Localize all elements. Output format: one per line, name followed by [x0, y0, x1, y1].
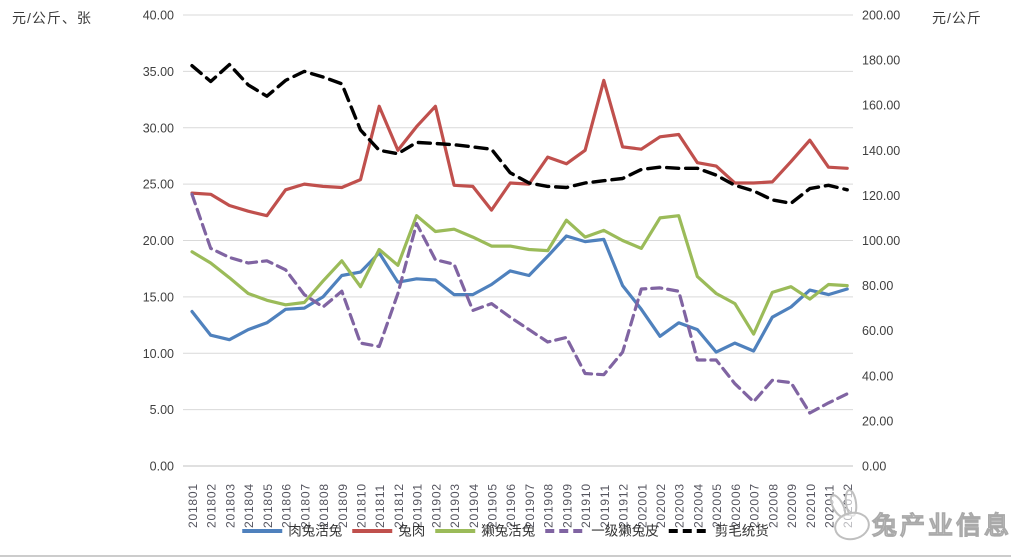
watermark: 兔产业信息	[829, 489, 1011, 541]
x-axis-tick-label: 202002	[654, 483, 668, 528]
watermark-text: 兔产业信息	[872, 511, 1011, 540]
y-axis-tick-label-right: 160.00	[862, 99, 900, 113]
x-axis-tick-label: 201908	[542, 483, 556, 528]
x-axis-tick-label: 201805	[261, 483, 275, 528]
y-axis-tick-label-right: 0.00	[862, 460, 886, 474]
y-axis-tick-label-right: 120.00	[862, 189, 900, 203]
series-line-兔肉	[190, 78, 849, 218]
x-axis-tick-label: 202010	[804, 483, 818, 528]
y-axis-tick-label-right: 140.00	[862, 144, 900, 158]
x-axis-tick-label: 201808	[317, 483, 331, 528]
legend-item: 兔肉	[352, 524, 425, 539]
x-axis-tick-label: 201904	[467, 483, 481, 528]
x-axis-tick-label: 201901	[411, 483, 425, 528]
y-axis-tick-label-left: 30.00	[143, 121, 174, 135]
x-axis-tick-label: 201804	[242, 483, 256, 528]
x-axis-tick-label: 201902	[429, 483, 443, 528]
legend-label: 肉兔活兔	[288, 524, 342, 539]
legend-label: 兔肉	[398, 524, 425, 539]
x-axis-tick-label: 202006	[729, 483, 743, 528]
x-axis-tick-label: 201911	[598, 484, 612, 528]
x-axis-tick-label: 202009	[785, 483, 799, 528]
legend-item: 肉兔活兔	[242, 524, 342, 539]
x-axis-tick-label: 201907	[523, 483, 537, 528]
y-axis-tick-label-left: 5.00	[150, 403, 174, 417]
rabbit-head-icon	[834, 511, 870, 541]
y-axis-tick-label-left: 40.00	[143, 9, 174, 23]
x-axis-tick-label: 201807	[298, 483, 312, 528]
x-axis-tick-label: 201812	[392, 483, 406, 528]
y-axis-tick-label-left: 35.00	[143, 65, 174, 79]
x-axis-tick-label: 201801	[186, 483, 200, 528]
series-line-獭兔活兔	[190, 214, 849, 336]
x-axis-tick-label: 201903	[448, 483, 462, 528]
left-axis-unit-label: 元/公斤、张	[12, 10, 92, 26]
y-axis-tick-label-right: 60.00	[862, 324, 893, 338]
y-axis-tick-label-right: 80.00	[862, 279, 893, 293]
x-axis-tick-label: 202008	[766, 483, 780, 528]
y-axis-tick-label-right: 40.00	[862, 369, 893, 383]
x-axis-tick-label: 201906	[504, 483, 518, 528]
y-axis-tick-label-left: 10.00	[143, 347, 174, 361]
legend-item: 剪毛统货	[668, 523, 769, 539]
x-axis-tick-label: 201802	[205, 483, 219, 528]
x-axis-tick-label: 202001	[635, 483, 649, 528]
x-axis-tick-label: 201909	[560, 483, 574, 528]
y-axis-tick-label-left: 20.00	[143, 234, 174, 248]
x-axis-tick-label: 202007	[748, 483, 762, 528]
legend-label: 一级獭兔皮	[591, 524, 659, 539]
x-axis-tick-label: 201905	[486, 483, 500, 528]
x-axis-tick-label: 201806	[280, 483, 294, 528]
y-axis-tick-label-left: 25.00	[143, 178, 174, 192]
legend-label: 獭兔活兔	[481, 524, 535, 539]
x-axis-tick-label: 201810	[354, 483, 368, 528]
x-axis-tick-label: 201803	[223, 483, 237, 528]
x-axis-tick-label: 201910	[579, 483, 593, 528]
y-axis-tick-label-left: 0.00	[150, 460, 174, 474]
right-axis-unit-label: 元/公斤	[932, 10, 982, 26]
legend-item: 獭兔活兔	[435, 524, 535, 539]
y-axis-tick-label-right: 200.00	[862, 9, 900, 23]
legend-item: 一级獭兔皮	[545, 524, 659, 539]
x-axis-tick-label: 202003	[673, 483, 687, 528]
x-axis-tick-label: 201809	[336, 483, 350, 528]
x-axis-tick-label: 201811	[373, 484, 387, 528]
y-axis-tick-label-right: 180.00	[862, 54, 900, 68]
series-line-一级獭兔皮	[190, 192, 849, 415]
series-line-肉兔活兔	[190, 234, 849, 354]
y-axis-tick-label-left: 15.00	[143, 290, 174, 304]
series-line-剪毛统货	[190, 62, 849, 206]
x-axis-tick-label: 202005	[710, 483, 724, 528]
legend-label: 剪毛统货	[715, 523, 769, 539]
y-axis-tick-label-right: 20.00	[862, 414, 893, 428]
x-axis-tick-label: 201912	[617, 483, 631, 528]
x-axis-tick-label: 202004	[691, 483, 705, 528]
y-axis-tick-label-right: 100.00	[862, 234, 900, 248]
